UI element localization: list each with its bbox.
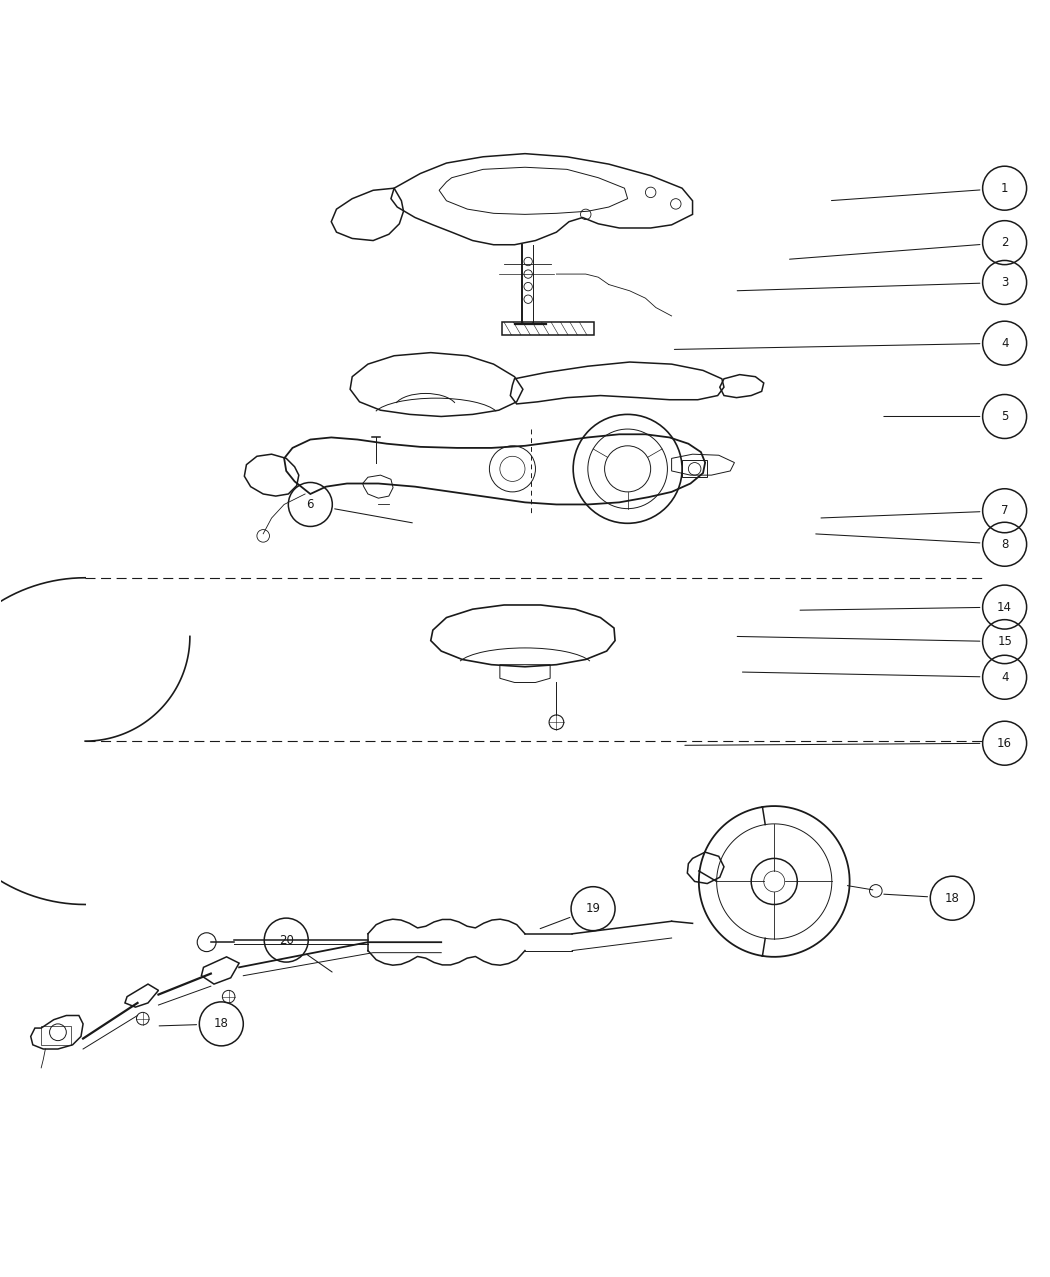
Text: 15: 15 xyxy=(998,635,1012,649)
Text: 5: 5 xyxy=(1001,410,1008,423)
Text: 18: 18 xyxy=(945,891,960,904)
Text: 6: 6 xyxy=(307,498,314,511)
Text: 19: 19 xyxy=(586,902,601,916)
Text: 16: 16 xyxy=(998,737,1012,750)
Text: 18: 18 xyxy=(214,1018,229,1031)
Text: 8: 8 xyxy=(1001,538,1008,550)
Text: 20: 20 xyxy=(279,933,294,946)
Text: 1: 1 xyxy=(1001,181,1008,194)
Text: 14: 14 xyxy=(998,600,1012,613)
Bar xyxy=(682,461,708,478)
Text: 2: 2 xyxy=(1001,236,1008,249)
Text: 4: 4 xyxy=(1001,670,1008,683)
Bar xyxy=(41,1025,70,1045)
Text: 4: 4 xyxy=(1001,337,1008,350)
Text: 7: 7 xyxy=(1001,504,1008,517)
Text: 3: 3 xyxy=(1001,276,1008,289)
